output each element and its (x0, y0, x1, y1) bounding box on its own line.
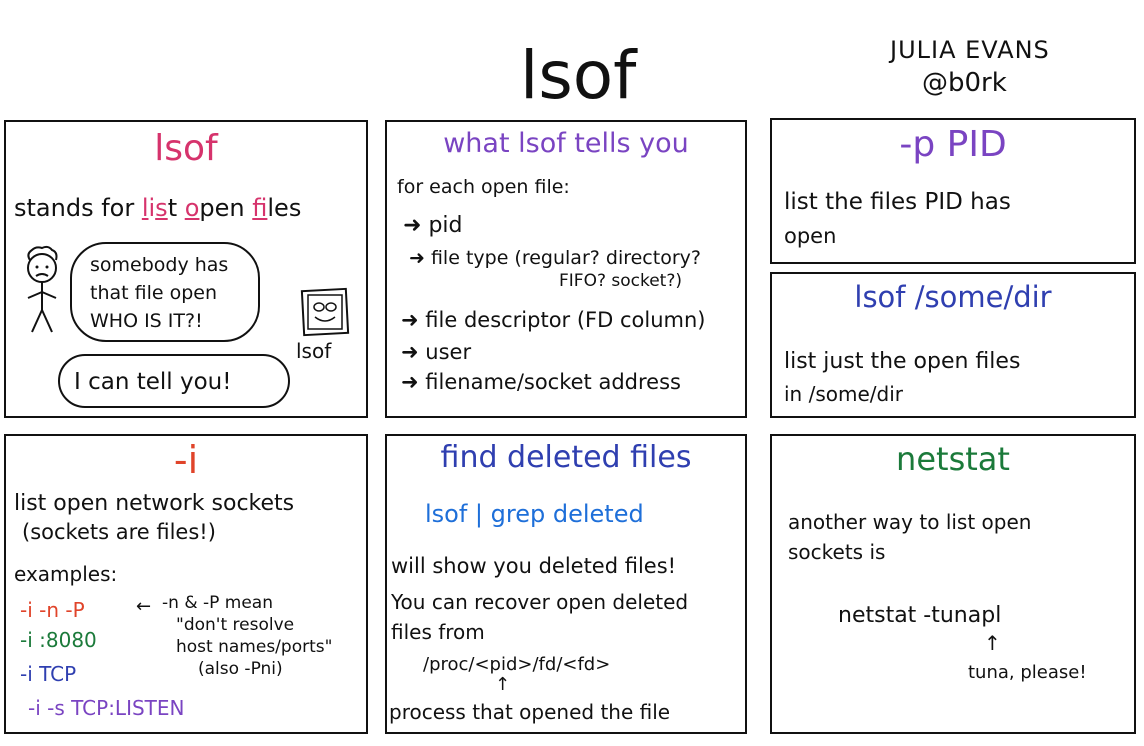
tells-item-filetype-cont: FIFO? socket?) (559, 271, 683, 291)
netstat-command: netstat -tunapl (838, 603, 1002, 628)
panel-find-deleted: find deleted files lsof | grep deleted w… (385, 434, 747, 734)
deleted-line-1: will show you deleted files! (391, 554, 677, 578)
example-port: -i :8080 (20, 628, 97, 652)
note-arrow-icon: ← (136, 596, 152, 617)
panel-dir-title: lsof /some/dir (854, 280, 1052, 314)
tells-item-user-text: user (425, 340, 472, 364)
tells-item-pid-text: pid (428, 213, 463, 238)
bubble-line-3: WHO IS IT?! (90, 310, 203, 332)
tells-item-fd: ➜ file descriptor (FD column) (401, 308, 706, 332)
lsof-mascot-icon (300, 287, 350, 337)
tells-item-fd-text: file descriptor (FD column) (425, 308, 706, 332)
panel-i: -i list open network sockets (sockets ar… (4, 434, 368, 734)
panel-pid-title: -p PID (899, 124, 1007, 165)
panel-i-title: -i (173, 438, 199, 482)
mascot-label: lsof (296, 339, 332, 363)
tells-item-filename: ➜ filename/socket address (401, 370, 681, 394)
netstat-note: tuna, please! (968, 662, 1087, 683)
panel-lsof-title: lsof (154, 128, 218, 169)
tells-item-user: ➜ user (401, 340, 472, 364)
deleted-caption: process that opened the file (389, 700, 671, 724)
tells-item-filename-text: filename/socket address (425, 370, 681, 394)
stands-letter-t: t (167, 194, 185, 222)
stands-prefix: stands for (14, 194, 142, 222)
net-line-2: (sockets are files!) (22, 520, 216, 544)
dir-line-1: list just the open files (784, 349, 1021, 374)
panel-netstat-title: netstat (896, 440, 1010, 478)
panel-lsof: lsof stands for list open files somebody… (4, 120, 368, 418)
stands-for-line: stands for list open files (14, 194, 301, 222)
stands-letter-s: s (155, 194, 168, 222)
examples-label: examples: (14, 562, 118, 586)
note-line-4: (also -Pni) (198, 659, 283, 679)
deleted-path: /proc/<pid>/fd/<fd> (423, 654, 611, 675)
tells-item-filetype-text: file type (regular? directory? (430, 247, 701, 269)
reply-text: I can tell you! (74, 369, 232, 395)
stands-letter-f: f (252, 194, 268, 222)
netstat-line-1: another way to list open (788, 510, 1032, 534)
dir-line-2: in /some/dir (784, 382, 903, 406)
tells-item-pid: ➜ pid (403, 213, 463, 238)
netstat-line-2: sockets is (788, 540, 886, 564)
panel-p-pid: -p PID list the files PID has open (770, 118, 1136, 264)
author-handle: @b0rk (922, 68, 1007, 98)
stick-figure-icon (27, 245, 58, 333)
note-line-1: -n & -P mean (162, 593, 273, 613)
deleted-line-2: You can recover open deleted (391, 590, 689, 614)
panel-some-dir: lsof /some/dir list just the open files … (770, 272, 1136, 418)
panel-netstat: netstat another way to list open sockets… (770, 434, 1136, 734)
stands-iles: iles (267, 194, 302, 222)
pid-line-2: open (784, 224, 837, 248)
deleted-line-3: files from (391, 620, 485, 644)
speech-bubble-question: somebody has that file open WHO IS IT?! (70, 242, 260, 342)
tells-intro: for each open file: (397, 176, 570, 198)
stands-letter-i: i (148, 194, 156, 222)
panel-tells-title: what lsof tells you (443, 128, 689, 159)
deleted-command: lsof | grep deleted (425, 500, 644, 528)
net-line-1: list open network sockets (14, 491, 295, 516)
tells-item-filetype: ➜ file type (regular? directory? (409, 247, 701, 269)
stands-letter-l: l (141, 194, 149, 222)
pid-line-1: list the files PID has (784, 189, 1011, 215)
stands-pen: pen (199, 194, 253, 222)
example-n-p: -i -n -P (20, 598, 85, 622)
author-name: JULIA EVANS (890, 36, 1050, 64)
example-listen: -i -s TCP:LISTEN (28, 696, 185, 720)
example-tcp: -i TCP (20, 662, 77, 686)
up-arrow-icon: ↑ (495, 674, 511, 695)
note-line-2: "don't resolve (176, 615, 295, 635)
panel-deleted-title: find deleted files (440, 440, 692, 475)
stands-letter-o: o (184, 194, 200, 222)
speech-bubble-reply: I can tell you! (58, 354, 290, 408)
netstat-up-arrow-icon: ↑ (984, 631, 1001, 655)
panel-what-lsof-tells: what lsof tells you for each open file: … (385, 120, 747, 418)
page-title: lsof (520, 37, 637, 114)
bubble-line-2: that file open (90, 282, 218, 304)
bubble-line-1: somebody has (90, 254, 229, 276)
note-line-3: host names/ports" (176, 637, 333, 657)
